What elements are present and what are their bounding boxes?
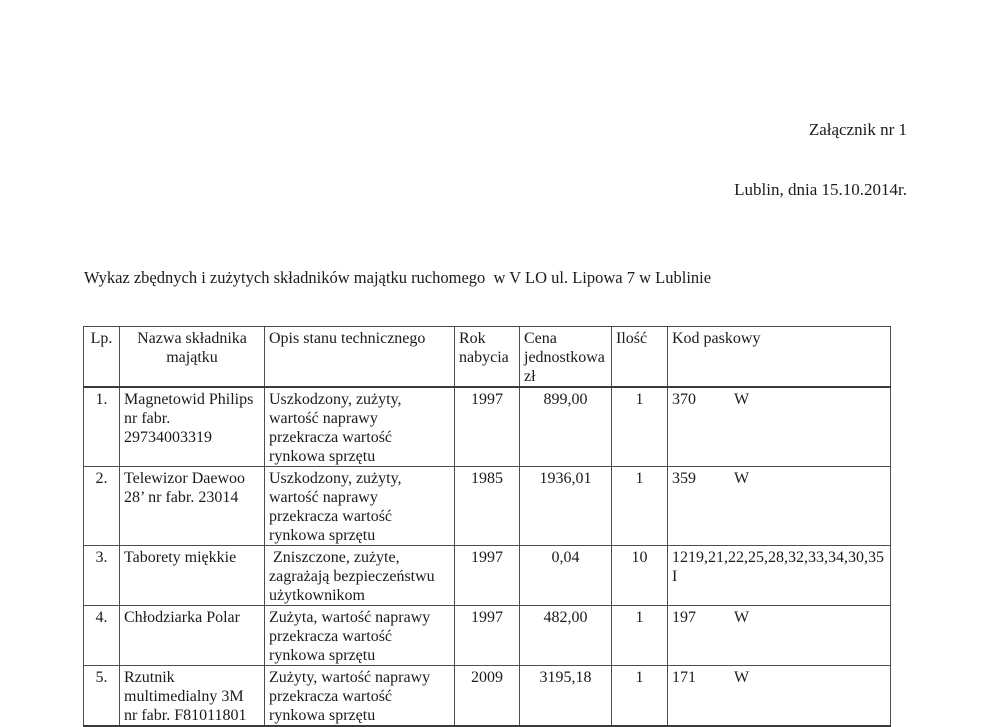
cell-lp: 1. (83, 386, 120, 467)
barcode-letter: W (734, 669, 750, 686)
cell-opis: Zużyta, wartość naprawy przekracza warto… (264, 605, 455, 666)
cell-nazwa: Taborety miękkie (119, 545, 265, 606)
cell-ilosc: 1 (611, 386, 668, 467)
cell-cena: 0,04 (519, 545, 612, 606)
cell-nazwa: Magnetowid Philips nr fabr. 29734003319 (119, 386, 265, 467)
cell-nazwa: Telewizor Daewoo 28’ nr fabr. 23014 (119, 466, 265, 546)
cell-ilosc: 1 (611, 665, 668, 727)
column-header-lp: Lp. (83, 326, 120, 388)
barcode-letter: W (734, 470, 750, 487)
cell-opis: Uszkodzony, zużyty, wartość naprawy prze… (264, 386, 455, 467)
cell-kod: 1219,21,22,25,28,32,33,34,30,35 I (667, 545, 891, 606)
barcode-number: 359 (672, 470, 696, 487)
column-header-kod: Kod paskowy (667, 326, 891, 388)
table-row: 5. Rzutnik multimedialny 3M nr fabr. F81… (83, 665, 891, 727)
cell-rok: 1985 (454, 466, 520, 546)
cell-ilosc: 1 (611, 605, 668, 666)
column-header-nazwa: Nazwa składnika majątku (119, 326, 265, 388)
table-row: 3. Taborety miękkie Zniszczone, zużyte, … (83, 545, 891, 606)
cell-ilosc: 10 (611, 545, 668, 606)
cell-cena: 482,00 (519, 605, 612, 666)
attachment-label: Załącznik nr 1 (808, 120, 907, 139)
column-header-rok: Rok nabycia (454, 326, 520, 388)
column-header-ilosc: Ilość (611, 326, 668, 388)
column-header-cena: Cena jednostkowa zł (519, 326, 612, 388)
cell-lp: 5. (83, 665, 120, 727)
column-header-opis: Opis stanu technicznego (264, 326, 455, 388)
cell-lp: 3. (83, 545, 120, 606)
cell-ilosc: 1 (611, 466, 668, 546)
barcode-number: 171 (672, 669, 696, 686)
cell-opis: Zużyty, wartość naprawy przekracza warto… (264, 665, 455, 727)
cell-kod: 359 W (667, 466, 891, 546)
cell-rok: 1997 (454, 386, 520, 467)
table-row: 2. Telewizor Daewoo 28’ nr fabr. 23014 U… (83, 466, 891, 546)
cell-rok: 2009 (454, 665, 520, 727)
cell-kod: 197 W (667, 605, 891, 666)
cell-cena: 899,00 (519, 386, 612, 467)
cell-lp: 2. (83, 466, 120, 546)
table-header-row: Lp. Nazwa składnika majątku Opis stanu t… (83, 326, 891, 388)
barcode-number: 197 (672, 609, 696, 626)
barcode-number: 370 (672, 391, 696, 408)
document-header: Załącznik nr 1 Lublin, dnia 15.10.2014r. (0, 0, 992, 220)
table-row: 1. Magnetowid Philips nr fabr. 297340033… (83, 386, 891, 467)
barcode-number: 1219,21,22,25,28,32,33,34,30,35 I (672, 549, 884, 585)
document-title: Wykaz zbędnych i zużytych składników maj… (84, 268, 712, 287)
cell-rok: 1997 (454, 545, 520, 606)
inventory-table: Lp. Nazwa składnika majątku Opis stanu t… (83, 326, 891, 727)
table-row: 4. Chłodziarka Polar Zużyta, wartość nap… (83, 605, 891, 666)
barcode-letter: W (734, 391, 750, 408)
cell-kod: 171 W (667, 665, 891, 727)
cell-nazwa: Chłodziarka Polar (119, 605, 265, 666)
cell-nazwa: Rzutnik multimedialny 3M nr fabr. F81011… (119, 665, 265, 727)
cell-cena: 3195,18 (519, 665, 612, 727)
cell-lp: 4. (83, 605, 120, 666)
cell-opis: Zniszczone, zużyte, zagrażają bezpieczeń… (264, 545, 455, 606)
date-line: Lublin, dnia 15.10.2014r. (734, 180, 907, 199)
cell-cena: 1936,01 (519, 466, 612, 546)
cell-opis: Uszkodzony, zużyty, wartość naprawy prze… (264, 466, 455, 546)
cell-kod: 370 W (667, 386, 891, 467)
cell-rok: 1997 (454, 605, 520, 666)
barcode-letter: W (734, 609, 750, 626)
